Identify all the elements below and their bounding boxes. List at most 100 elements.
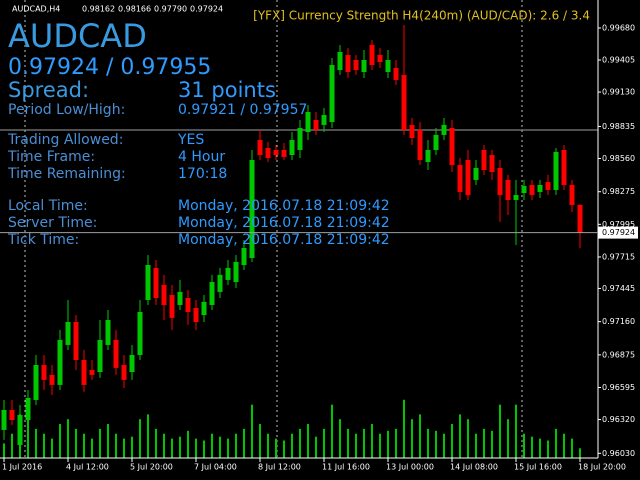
quote-open: 0.98162 — [82, 5, 115, 14]
volume-bar — [531, 436, 533, 458]
info-label: Trading Allowed: — [7, 132, 123, 148]
volume-bar — [187, 430, 189, 458]
volume-bar — [99, 428, 101, 458]
volume-bar — [35, 428, 37, 458]
volume-bar — [67, 419, 69, 458]
y-tick-label: 0.97160 — [602, 317, 635, 326]
y-tick-label: 0.99680 — [602, 23, 635, 32]
y-tick-label: 0.98835 — [602, 122, 635, 131]
x-tick-label: 13 Jul 00:00 — [386, 463, 434, 472]
candle-body — [257, 139, 263, 155]
volume-bar — [83, 433, 85, 458]
candle-body — [441, 124, 447, 135]
candle-body — [401, 74, 407, 130]
candle-body — [337, 51, 343, 71]
candle-body — [545, 182, 551, 190]
volume-bar — [43, 433, 45, 458]
info-label: Period Low/High: — [8, 102, 125, 118]
candle-body — [521, 185, 527, 193]
volume-bar — [507, 419, 509, 458]
candle-body — [361, 60, 367, 73]
info-symbol: AUDCAD — [8, 17, 147, 55]
volume-bar — [379, 433, 381, 458]
x-tick-label: 8 Jul 12:00 — [258, 463, 301, 472]
candle-body — [73, 321, 79, 360]
candle-body — [169, 294, 175, 318]
volume-bar — [107, 424, 109, 458]
symbol: AUDCAD,H4 — [12, 5, 60, 14]
volume-bar — [267, 433, 269, 458]
volume-bar — [387, 430, 389, 458]
candle-body — [161, 284, 167, 305]
info-panel: AUDCAD 0.97924 / 0.97955 Spread: 31 poin… — [8, 17, 276, 102]
volume-bar — [331, 404, 333, 458]
volume-bar — [499, 404, 501, 458]
info-value: Monday, 2016.07.18 21:09:42 — [178, 215, 390, 231]
info-value: 0.97921 / 0.97957 — [178, 102, 307, 118]
volume-bar — [163, 433, 165, 458]
volume-bar — [147, 414, 149, 458]
volume-bar — [171, 438, 173, 458]
y-tick-label: 0.97715 — [602, 252, 635, 261]
candle-body — [313, 120, 319, 130]
volume-bar — [547, 440, 549, 458]
candle-body — [97, 339, 103, 372]
volume-bar — [315, 436, 317, 458]
info-value: 4 Hour — [178, 149, 225, 165]
candle-body — [57, 339, 63, 385]
info-value: 170:18 — [178, 166, 227, 182]
volume-bar — [211, 433, 213, 458]
volume-bar — [579, 448, 581, 458]
info-label: Time Remaining: — [7, 166, 126, 182]
volume-bar — [419, 414, 421, 458]
candle-body — [49, 374, 55, 385]
volume-bar — [155, 428, 157, 458]
candle-body — [9, 409, 15, 421]
volume-bar — [203, 440, 205, 458]
volume-bar — [363, 428, 365, 458]
candle-body — [505, 179, 511, 200]
info-value: YES — [177, 132, 204, 148]
volume-bar — [571, 438, 573, 458]
candle-body — [241, 247, 247, 266]
x-tick-label: 11 Jul 16:00 — [322, 463, 370, 472]
volume-bar — [475, 433, 477, 458]
candle-body — [553, 151, 559, 190]
info-value: Monday, 2016.07.18 21:09:42 — [178, 198, 390, 214]
volume-bar — [275, 438, 277, 458]
info-label: Tick Time: — [7, 232, 79, 248]
x-tick-label: 18 Jul 20:00 — [578, 463, 626, 472]
candle-body — [145, 265, 151, 300]
volume-bar — [299, 428, 301, 458]
volume-bar — [283, 440, 285, 458]
candle-body — [497, 167, 503, 195]
volume-bar — [491, 430, 493, 458]
candle-body — [137, 311, 143, 355]
y-tick-label: 0.97995 — [602, 220, 635, 229]
candle-body — [201, 301, 207, 316]
candle-body — [265, 148, 271, 159]
candle-body — [481, 149, 487, 171]
candle-body — [217, 274, 223, 292]
candle-body — [537, 184, 543, 192]
plot — [1, 24, 583, 458]
candle-body — [233, 261, 239, 283]
price-tag-label: 0.97924 — [602, 228, 635, 237]
volume-bar — [115, 433, 117, 458]
candle-body — [417, 129, 423, 161]
volume-bar — [27, 419, 29, 458]
y-tick-label: 0.96875 — [602, 350, 635, 359]
candle-body — [409, 124, 415, 138]
price-tag — [598, 226, 638, 239]
volume-bar — [467, 419, 469, 458]
volume-bar — [451, 424, 453, 458]
y-tick-label: 0.98560 — [602, 154, 635, 163]
volume-bar — [395, 428, 397, 458]
volume-bar — [403, 399, 405, 458]
candle-body — [433, 134, 439, 150]
candle-body — [185, 297, 191, 312]
info-quote: 0.97924 / 0.97955 — [8, 55, 211, 80]
volume-bar — [411, 419, 413, 458]
x-tick-label: 7 Jul 04:00 — [194, 463, 237, 472]
